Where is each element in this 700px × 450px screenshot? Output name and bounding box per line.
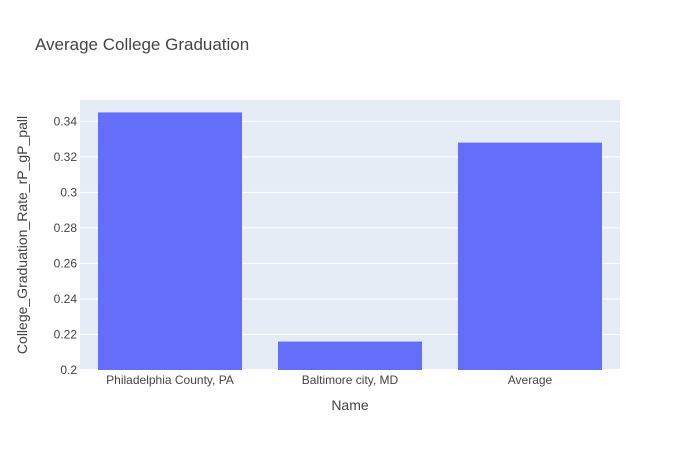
y-tick-label: 0.22 (54, 327, 78, 341)
x-tick-label: Baltimore city, MD (302, 373, 399, 387)
x-axis-ticks: Philadelphia County, PA Baltimore city, M… (106, 373, 552, 387)
y-tick-label: 0.32 (54, 150, 78, 164)
y-tick-label: 0.24 (54, 292, 78, 306)
y-tick-label: 0.3 (60, 185, 77, 199)
bar (98, 112, 242, 371)
x-tick-label: Average (508, 373, 553, 387)
y-axis-ticks: 0.2 0.22 0.24 0.26 0.28 0.3 0.32 0.34 (54, 114, 78, 377)
x-axis-title: Name (331, 397, 369, 413)
x-tick-label: Philadelphia County, PA (106, 373, 234, 387)
y-axis-title: College_Graduation_Rate_rP_gP_pall (14, 116, 30, 354)
y-tick-label: 0.34 (54, 114, 78, 128)
y-tick-label: 0.28 (54, 221, 78, 235)
y-tick-label: 0.26 (54, 256, 78, 270)
y-tick-label: 0.2 (60, 363, 77, 377)
bar (278, 341, 422, 370)
bar (458, 142, 602, 370)
chart-title: Average College Graduation (35, 35, 249, 54)
bars (98, 112, 602, 371)
